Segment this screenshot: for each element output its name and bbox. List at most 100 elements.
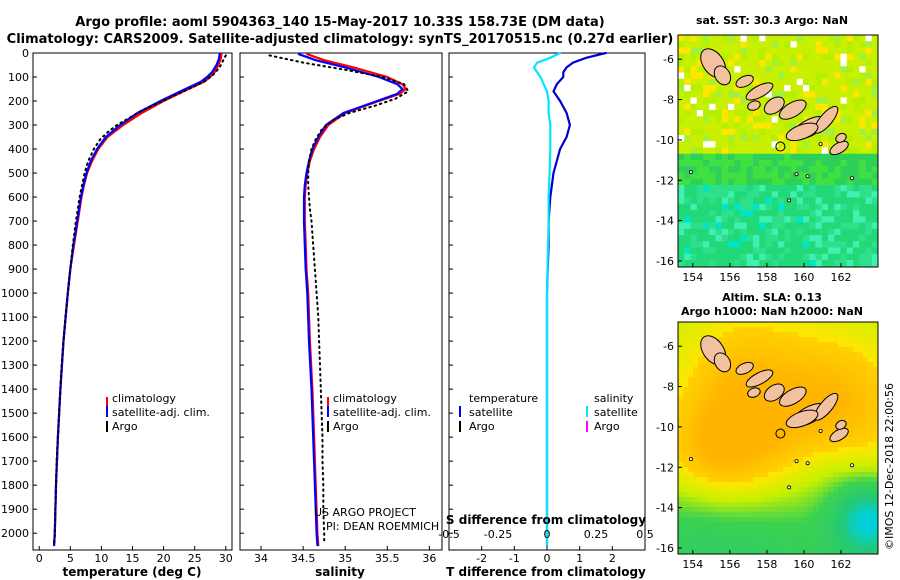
sst-cell — [753, 253, 760, 261]
sla-cell — [683, 477, 689, 483]
sla-cell — [853, 432, 859, 438]
sla-cell — [743, 467, 749, 473]
sla-cell — [688, 362, 694, 368]
sla-cell — [753, 407, 759, 413]
sst-cell — [853, 97, 860, 105]
sst-cell — [790, 41, 798, 48]
island — [779, 99, 807, 120]
sst-cell — [790, 47, 798, 55]
sst-cell — [871, 128, 878, 136]
sla-cell — [788, 552, 794, 554]
sla-cell — [763, 547, 769, 553]
sla-cell — [693, 492, 699, 498]
sst-cell — [865, 185, 873, 192]
sla-cell — [698, 502, 704, 508]
sst-cell — [790, 72, 798, 80]
sst-cell — [728, 166, 735, 173]
sla-cell — [758, 387, 764, 393]
sst-cell — [809, 185, 816, 192]
sla-cell — [828, 412, 834, 418]
sla-cell — [723, 407, 729, 413]
sla-cell — [863, 332, 869, 338]
sla-cell — [683, 337, 689, 343]
sst-cell — [778, 85, 785, 92]
sla-cell — [838, 532, 844, 538]
sla-cell — [733, 427, 739, 433]
sst-cell — [853, 160, 860, 167]
sla-cell — [753, 532, 759, 538]
sst-cell — [778, 60, 785, 67]
sla-cell — [813, 467, 819, 473]
sst-cell — [721, 185, 729, 192]
sst-cell — [740, 166, 748, 173]
sla-cell — [848, 362, 854, 368]
sla-cell — [853, 397, 859, 403]
sst-cell — [759, 172, 766, 180]
sla-cell — [838, 332, 844, 338]
imos-stamp: ©IMOS 12-Dec-2018 22:00:56 — [883, 383, 896, 550]
sst-cell — [771, 78, 779, 86]
map-y-tick-label: -12 — [656, 174, 674, 187]
sst-cell — [703, 147, 710, 155]
island — [735, 74, 754, 88]
sla-cell — [778, 482, 784, 488]
sla-cell — [678, 352, 684, 358]
sst-cell — [709, 166, 716, 173]
map-y-tick-label: -8 — [663, 381, 674, 394]
sla-cell — [728, 517, 734, 523]
sla-cell — [853, 517, 859, 523]
sla-cell — [788, 407, 794, 413]
sst-cell — [759, 122, 766, 130]
sla-cell — [848, 487, 854, 493]
sla-cell — [843, 417, 849, 423]
sla-cell — [868, 367, 874, 373]
sla-cell — [733, 517, 739, 523]
island — [779, 386, 807, 407]
sla-cell — [738, 387, 744, 393]
sla-cell — [773, 332, 779, 338]
x2-tick-label: -0.25 — [484, 528, 512, 541]
sla-cell — [763, 342, 769, 348]
sst-cell — [796, 66, 804, 73]
sla-cell — [863, 417, 869, 423]
sla-cell — [763, 497, 769, 503]
sla-cell — [768, 412, 774, 418]
sla-cell — [813, 447, 819, 453]
sla-cell — [843, 477, 849, 483]
sla-cell — [788, 437, 794, 443]
sst-cell — [690, 228, 698, 236]
sst-cell — [709, 122, 716, 130]
sla-cell — [738, 402, 744, 408]
reef — [818, 428, 823, 433]
island — [745, 369, 774, 388]
float-position-marker — [775, 141, 786, 152]
sla-cell — [873, 342, 878, 348]
sla-cell — [708, 332, 714, 338]
sst-cell — [828, 228, 835, 236]
sla-cell — [678, 547, 684, 553]
difference-legend: temperature satellite Argo salinity sate… — [459, 392, 638, 433]
series-line-salinity-satellite — [532, 51, 562, 547]
sla-cell — [718, 402, 724, 408]
sst-cell — [753, 128, 760, 136]
sla-cell — [853, 422, 859, 428]
sst-cell — [840, 216, 848, 223]
sla-cell — [703, 357, 709, 363]
sst-cell — [734, 128, 741, 136]
sst-cell — [703, 41, 710, 48]
sst-cell — [828, 210, 835, 217]
sst-cell — [696, 210, 704, 217]
sla-cell — [838, 367, 844, 373]
sst-cell — [859, 128, 866, 136]
sst-cell — [684, 60, 691, 67]
sla-cell — [838, 467, 844, 473]
sla-cell — [843, 412, 849, 418]
sla-cell — [728, 447, 734, 453]
sla-cell — [793, 437, 799, 443]
sst-cell — [690, 197, 698, 205]
sla-cell — [868, 327, 874, 333]
sla-cell — [693, 352, 699, 358]
sst-cell — [690, 247, 698, 255]
sst-cell — [734, 197, 741, 205]
temperature-xlabel: temperature (deg C) — [63, 565, 202, 579]
